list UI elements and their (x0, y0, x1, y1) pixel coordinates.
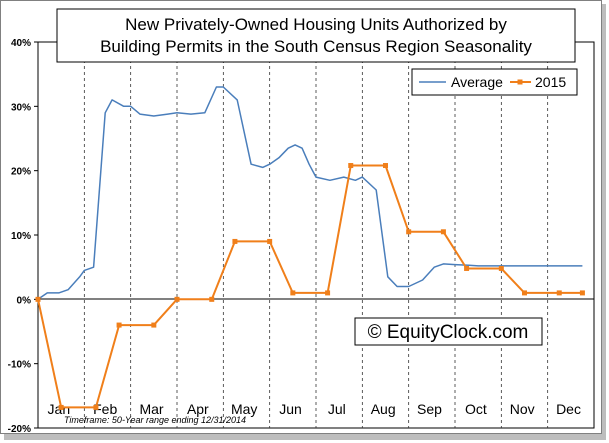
data-point-2015 (174, 296, 180, 302)
vertical-gridlines (83, 42, 549, 428)
chart-title-line-2: Building Permits in the South Census Reg… (100, 37, 532, 56)
x-tick-label: Nov (510, 401, 535, 417)
data-point-2015 (498, 265, 504, 271)
series-line-2015 (37, 164, 583, 409)
x-tick-label: Dec (556, 401, 581, 417)
legend: Average 2015 (411, 68, 578, 96)
legend-label-2015: 2015 (535, 74, 566, 90)
y-tick-label: -20% (8, 424, 31, 435)
data-point-2015 (209, 296, 215, 302)
data-point-2015 (440, 229, 446, 235)
data-point-2015 (464, 265, 470, 271)
data-point-2015 (383, 163, 388, 169)
data-point-2015 (116, 322, 122, 328)
data-point-2015 (579, 290, 585, 296)
series-group (35, 86, 585, 410)
x-tick-label: Apr (187, 401, 209, 417)
data-point-2015 (290, 290, 296, 296)
series-line-average (37, 86, 583, 300)
data-point-2015 (267, 238, 273, 244)
y-tick-label: 30% (11, 102, 31, 113)
y-tick-label: -10% (8, 360, 31, 371)
y-tick-label: 20% (11, 167, 31, 178)
y-tick-label: 10% (11, 231, 31, 242)
x-tick-label: Mar (139, 401, 163, 417)
data-point-2015 (35, 296, 41, 302)
data-point-2015 (348, 163, 354, 169)
watermark-box (354, 317, 543, 346)
data-point-2015 (556, 290, 562, 296)
x-axis-tick-labels: JanFebMarAprMayJunJulAugSepOctNovDec (48, 401, 581, 417)
data-point-2015 (325, 290, 331, 296)
x-tick-label: May (231, 401, 257, 417)
data-point-2015 (151, 322, 157, 328)
x-tick-label: Aug (371, 401, 396, 417)
data-point-2015 (93, 404, 99, 410)
data-point-2015 (522, 290, 527, 296)
title-box (56, 8, 576, 63)
chart-title-line-1: New Privately-Owned Housing Units Author… (125, 15, 507, 34)
data-point-2015 (406, 229, 412, 235)
legend-marker-2015 (517, 79, 523, 85)
y-tick-label: 40% (11, 38, 31, 49)
x-tick-label: Feb (93, 401, 117, 417)
legend-label-average: Average (451, 74, 503, 90)
timeframe-footnote: Timeframe: 50-Year range ending 12/31/20… (64, 415, 246, 425)
y-tick-label: 0% (17, 295, 32, 306)
x-tick-label: Jul (328, 401, 346, 417)
x-tick-label: Oct (465, 401, 487, 417)
data-point-2015 (58, 404, 64, 410)
data-point-2015 (232, 238, 238, 244)
x-tick-label: Jun (279, 401, 302, 417)
x-tick-label: Sep (417, 401, 442, 417)
watermark: © EquityClock.com (368, 322, 529, 343)
